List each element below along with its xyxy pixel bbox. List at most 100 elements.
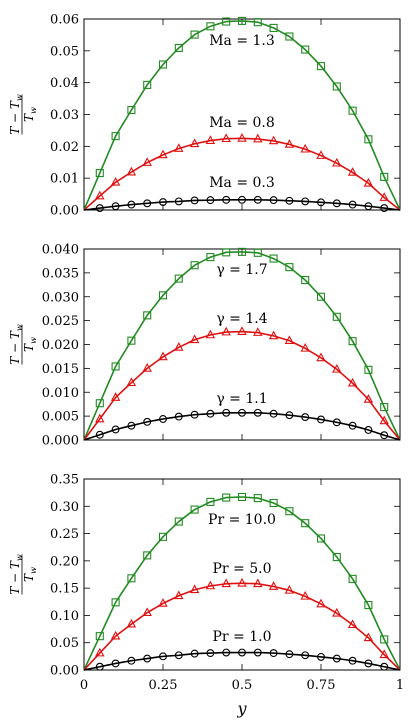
x-axis-label: y <box>236 699 247 718</box>
data-point-triangle <box>284 139 295 148</box>
data-point-triangle <box>110 630 121 640</box>
data-point-triangle <box>158 598 168 607</box>
data-point-square <box>316 292 326 301</box>
chart-panel-3: 0.00 0.05 0.10 0.15 0.20 0.25 0.30 0.35 0 0.25 0.5… <box>8 473 404 719</box>
y-tick-label: 0.010 <box>42 386 79 401</box>
y-tick-label: 0.030 <box>42 290 79 305</box>
y-tick-label: 0.03 <box>50 108 79 123</box>
series-line <box>83 496 401 671</box>
y-tick-label: 0.015 <box>42 362 79 377</box>
data-point-triangle <box>189 334 200 344</box>
data-point-square <box>348 106 357 115</box>
y-tick-label: 0.020 <box>42 338 79 353</box>
data-point-square <box>237 16 247 25</box>
chart-panel-2: 0.000 0.005 0.010 0.015 0.020 0.025 0.030 0.035… <box>8 243 401 449</box>
data-point-triangle <box>253 327 263 336</box>
data-point-circle <box>174 412 183 421</box>
data-point-triangle <box>221 133 231 143</box>
series-annotation: γ = 1.1 <box>216 391 267 407</box>
data-point-triangle <box>332 607 342 617</box>
data-point-triangle <box>158 351 168 361</box>
data-point-square <box>285 507 294 516</box>
data-point-square <box>269 23 278 32</box>
data-point-circle <box>95 430 104 439</box>
data-point-circle <box>143 417 152 426</box>
data-point-triangle <box>237 326 247 335</box>
data-point-square <box>158 291 168 300</box>
y-label-denominator: Tw <box>22 107 38 122</box>
series-annotation: Pr = 10.0 <box>208 512 276 528</box>
data-point-triangle <box>205 135 216 144</box>
data-point-triangle <box>332 363 342 373</box>
x-tick-label: 0.5 <box>232 678 253 693</box>
data-point-circle <box>238 648 246 657</box>
series-line <box>83 199 401 211</box>
data-point-triangle <box>363 632 374 642</box>
data-point-square <box>237 247 247 256</box>
y-label-numerator: T − Tw <box>8 324 24 365</box>
y-tick-label: 0.005 <box>42 410 79 425</box>
data-point-square <box>269 498 278 508</box>
data-point-circle <box>206 196 215 205</box>
data-point-circle <box>190 410 199 419</box>
series-annotation: γ = 1.4 <box>216 311 267 327</box>
data-point-square <box>111 598 120 607</box>
data-point-triangle <box>347 619 358 629</box>
data-point-triangle <box>237 577 247 587</box>
data-point-triangle <box>379 415 389 425</box>
data-point-circle <box>348 421 357 430</box>
data-point-circle <box>111 425 120 434</box>
data-point-square <box>332 82 341 91</box>
data-point-circle <box>364 426 373 434</box>
data-point-square <box>380 403 389 412</box>
y-tick-label: 0.040 <box>42 243 79 258</box>
data-point-square <box>222 248 231 257</box>
series-line <box>83 251 401 441</box>
data-point-circle <box>348 200 357 209</box>
data-point-triangle <box>158 149 168 159</box>
y-tick-label: 0.00 <box>50 664 79 679</box>
data-point-circle <box>301 651 310 660</box>
data-point-circle <box>269 196 278 205</box>
data-point-triangle <box>221 578 231 588</box>
y-tick-label: 0.01 <box>50 172 79 187</box>
data-point-triangle <box>363 177 374 187</box>
data-point-circle <box>206 409 215 418</box>
data-point-circle <box>253 648 262 657</box>
y-tick-label: 0.06 <box>50 13 79 28</box>
y-tick-label: 0.025 <box>42 314 79 329</box>
series-annotation: Ma = 1.3 <box>209 33 275 49</box>
data-point-triangle <box>174 590 184 600</box>
y-label-numerator: T − Tw <box>8 554 24 595</box>
series-line <box>83 411 401 441</box>
data-point-circle <box>269 649 278 658</box>
data-point-circle <box>159 198 167 206</box>
data-point-circle <box>127 200 136 209</box>
data-point-triangle <box>268 581 279 590</box>
data-point-circle <box>285 411 294 420</box>
data-point-square <box>222 17 231 26</box>
y-tick-label: 0.000 <box>42 434 79 449</box>
data-point-square <box>253 494 262 503</box>
data-point-circle <box>317 198 325 207</box>
data-point-triangle <box>142 607 152 617</box>
data-point-circle <box>332 418 341 427</box>
data-point-circle <box>174 651 183 660</box>
data-point-square <box>95 169 104 178</box>
data-point-circle <box>380 662 389 671</box>
y-label-numerator: T − Tw <box>8 94 24 135</box>
data-point-triangle <box>347 167 358 176</box>
x-tick-label: 0 <box>80 678 88 693</box>
data-point-triangle <box>142 363 152 372</box>
data-point-square <box>190 505 199 514</box>
data-point-square <box>143 551 152 560</box>
data-point-triangle <box>300 342 310 352</box>
data-point-triangle <box>205 329 216 339</box>
data-point-circle <box>190 649 199 658</box>
data-point-triangle <box>110 176 121 186</box>
chart-panel-1: 0.00 0.01 0.02 0.03 0.04 0.05 0.06 Ma = 1.3 Ma =… <box>8 13 401 219</box>
data-point-square <box>332 552 341 562</box>
